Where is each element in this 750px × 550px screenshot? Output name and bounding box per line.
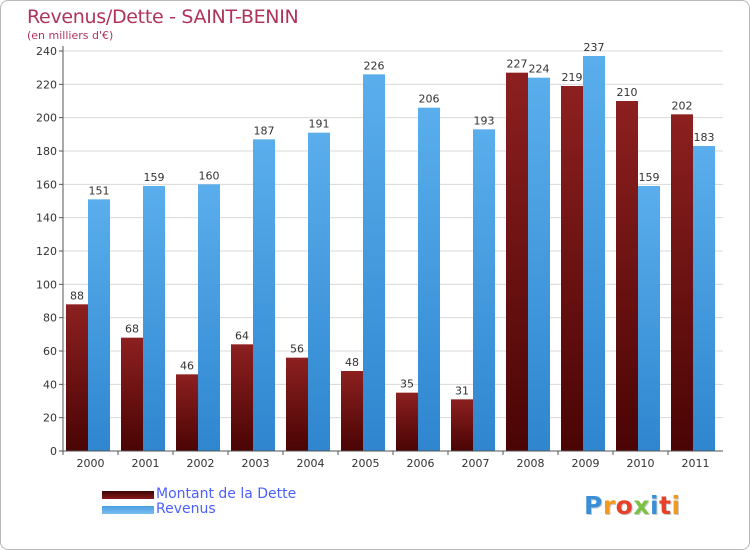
bar-revenus-2011: [693, 146, 715, 451]
data-label-revenus-2010: 159: [639, 171, 660, 184]
data-label-revenus-2001: 159: [144, 171, 165, 184]
bar-dette-2011: [671, 114, 693, 451]
bar-revenus-2006: [418, 107, 440, 452]
y-tick-label-120: 120: [36, 245, 57, 258]
y-tick-label-60: 60: [43, 345, 57, 358]
chart-title: Revenus/Dette - SAINT-BENIN: [27, 6, 299, 28]
x-tick-label-2000: 2000: [77, 457, 105, 470]
x-tick-label-2004: 2004: [297, 457, 325, 470]
bar-revenus-2007: [473, 129, 495, 452]
bar-revenus-2002: [198, 184, 220, 452]
data-label-dette-2000: 88: [70, 289, 84, 302]
data-label-revenus-2004: 191: [309, 118, 330, 131]
bar-dette-2002: [176, 374, 198, 451]
bar-revenus-2010: [638, 186, 660, 451]
logo-letter: r: [602, 491, 616, 520]
bar-dette-2006: [396, 392, 418, 451]
chart-subtitle: (en milliers d'€): [27, 29, 114, 42]
y-tick-label-160: 160: [36, 178, 57, 191]
data-label-dette-2008: 227: [507, 58, 528, 71]
logo-letter: i: [650, 491, 660, 520]
x-tick-label-2011: 2011: [682, 457, 710, 470]
data-label-dette-2003: 64: [235, 329, 249, 342]
logo-letter: t: [659, 491, 672, 520]
data-label-dette-2004: 56: [290, 343, 304, 356]
y-tick-label-200: 200: [36, 112, 57, 125]
y-tick-label-240: 240: [36, 45, 57, 58]
x-tick-label-2003: 2003: [242, 457, 270, 470]
data-label-revenus-2002: 160: [199, 169, 220, 182]
bar-revenus-2001: [143, 186, 165, 451]
data-label-dette-2006: 35: [400, 378, 414, 391]
legend-swatch-revenus: [102, 506, 154, 514]
bar-dette-2000: [66, 304, 88, 451]
bar-revenus-2009: [583, 56, 605, 451]
x-tick-label-2005: 2005: [352, 457, 380, 470]
data-label-dette-2011: 202: [672, 99, 693, 112]
bar-dette-2001: [121, 337, 143, 451]
proxiti-logo: Proxiti: [584, 491, 681, 520]
bar-dette-2008: [506, 72, 528, 452]
y-tick-label-80: 80: [43, 312, 57, 325]
data-label-dette-2005: 48: [345, 356, 359, 369]
data-label-revenus-2003: 187: [254, 124, 275, 137]
bar-revenus-2000: [88, 199, 110, 451]
y-tick-label-40: 40: [43, 378, 57, 391]
legend-swatch-dette: [102, 491, 154, 499]
bar-revenus-2008: [528, 77, 550, 452]
legend-label-dette: Montant de la Dette: [156, 486, 297, 502]
data-label-dette-2001: 68: [125, 323, 139, 336]
x-tick-label-2007: 2007: [462, 457, 490, 470]
bar-dette-2005: [341, 371, 363, 451]
bar-dette-2004: [286, 357, 308, 451]
y-tick-label-20: 20: [43, 412, 57, 425]
bar-dette-2010: [616, 101, 638, 451]
logo-letter: o: [615, 491, 634, 520]
y-tick-label-180: 180: [36, 145, 57, 158]
bar-dette-2009: [561, 86, 583, 451]
data-label-dette-2007: 31: [455, 384, 469, 397]
bar-revenus-2005: [363, 74, 385, 451]
logo-letter: P: [584, 491, 603, 520]
data-label-revenus-2009: 237: [584, 41, 605, 54]
bar-revenus-2004: [308, 132, 330, 451]
data-label-dette-2010: 210: [617, 86, 638, 99]
data-label-revenus-2011: 183: [694, 131, 715, 144]
data-label-dette-2009: 219: [562, 71, 583, 84]
data-label-revenus-2005: 226: [364, 59, 385, 72]
data-label-revenus-2007: 193: [474, 114, 495, 127]
x-tick-label-2009: 2009: [572, 457, 600, 470]
logo-letter: i: [671, 491, 681, 520]
x-tick-label-2002: 2002: [187, 457, 215, 470]
bar-revenus-2003: [253, 139, 275, 452]
bar-dette-2003: [231, 344, 253, 451]
logo-letter: x: [633, 491, 650, 520]
y-tick-label-100: 100: [36, 278, 57, 291]
x-tick-label-2008: 2008: [517, 457, 545, 470]
data-label-dette-2002: 46: [180, 359, 194, 372]
y-tick-label-220: 220: [36, 78, 57, 91]
data-label-revenus-2008: 224: [529, 63, 550, 76]
legend-label-revenus: Revenus: [156, 501, 216, 517]
y-tick-label-140: 140: [36, 212, 57, 225]
x-tick-label-2001: 2001: [132, 457, 160, 470]
x-tick-label-2010: 2010: [627, 457, 655, 470]
data-label-revenus-2000: 151: [89, 184, 110, 197]
x-tick-label-2006: 2006: [407, 457, 435, 470]
y-tick-label-0: 0: [50, 445, 57, 458]
bar-dette-2007: [451, 399, 473, 451]
data-label-revenus-2006: 206: [419, 93, 440, 106]
